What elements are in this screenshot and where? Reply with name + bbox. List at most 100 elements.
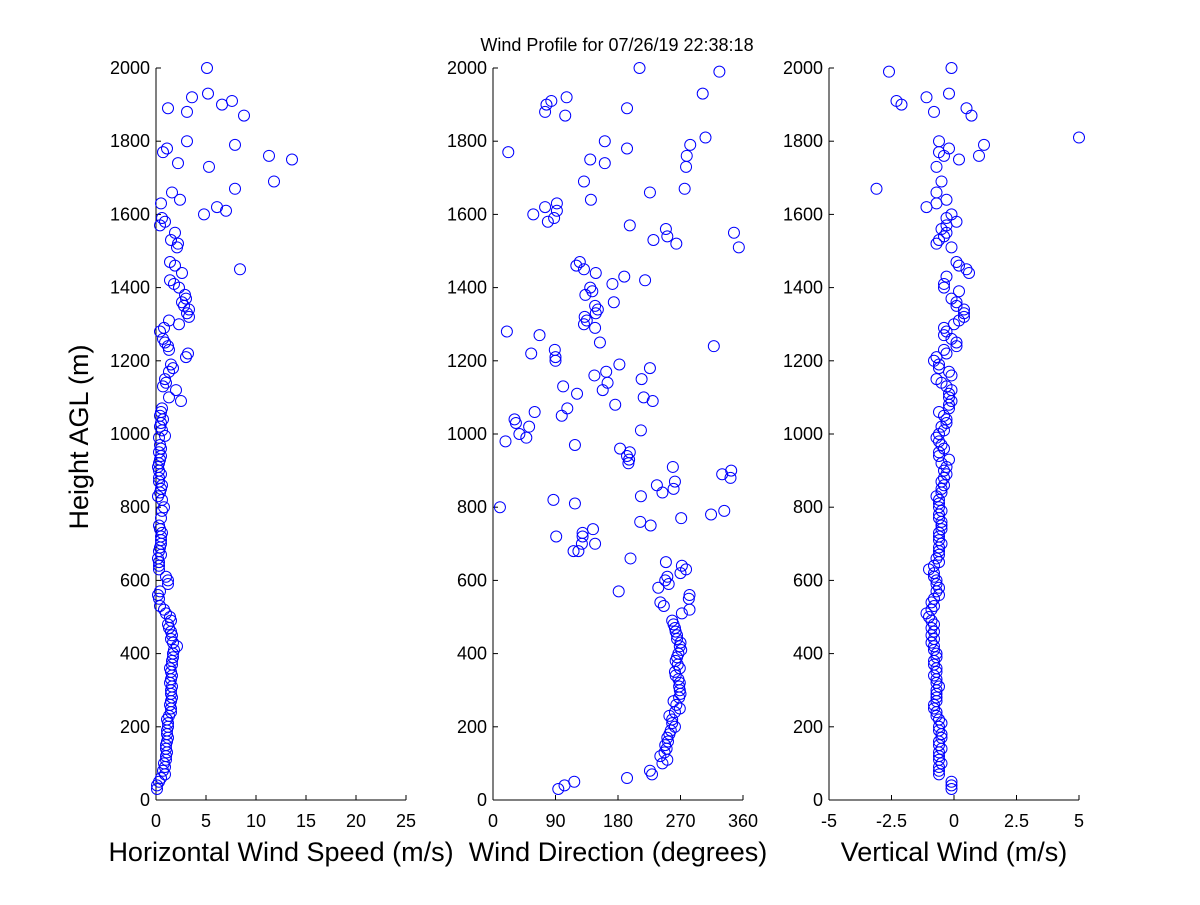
speed-data-point: [211, 201, 223, 214]
speed-data-point: [229, 182, 241, 195]
direction-data-point: [568, 497, 581, 510]
direction-data-point: [661, 230, 674, 243]
direction-data-point: [589, 537, 602, 550]
direction-data-point: [577, 318, 590, 331]
speed-x-tick-label: 5: [201, 811, 211, 831]
direction-data-point: [643, 764, 656, 777]
vertical-data-point: [933, 501, 945, 514]
vertical-y-tick-label: 1200: [783, 351, 823, 371]
vertical-data-point: [938, 230, 950, 243]
vertical-data-point: [930, 665, 943, 678]
vertical-data-point: [925, 596, 938, 609]
direction-y-tick-label: 1400: [447, 278, 487, 298]
direction-data-point: [541, 215, 554, 228]
speed-data-point: [168, 277, 180, 290]
direction-data-point: [718, 504, 731, 517]
direction-data-point: [652, 581, 665, 594]
speed-data-point: [286, 153, 298, 166]
vertical-y-tick-label: 200: [793, 717, 823, 737]
speed-y-tick-label: 800: [120, 497, 150, 517]
vertical-data-point: [943, 87, 955, 100]
direction-data-point: [621, 142, 634, 155]
vertical-data-point: [940, 468, 953, 481]
speed-data-point: [229, 138, 241, 151]
vertical-data-point: [933, 526, 945, 539]
speed-data-point: [155, 772, 167, 785]
speed-data-point: [159, 215, 171, 228]
direction-data-point: [567, 545, 580, 558]
vertical-y-tick-label: 0: [813, 790, 823, 810]
direction-data-point: [528, 406, 541, 419]
speed-data-point: [154, 438, 166, 451]
vertical-y-tick-label: 400: [793, 644, 823, 664]
direction-data-point: [724, 471, 737, 484]
direction-data-point: [598, 135, 611, 148]
speed-data-point: [234, 263, 246, 276]
vertical-data-point: [940, 417, 953, 430]
y-axis-title: Height AGL (m): [64, 344, 94, 529]
vertical-data-point: [938, 464, 950, 477]
direction-y-tick-label: 200: [457, 717, 487, 737]
direction-data-point: [669, 625, 682, 638]
speed-y-tick-label: 1600: [110, 204, 150, 224]
vertical-data-point: [945, 208, 958, 221]
direction-data-point: [578, 310, 591, 323]
direction-data-point: [571, 387, 584, 400]
speed-x-tick-label: 0: [151, 811, 161, 831]
direction-data-point: [584, 281, 597, 294]
direction-data-point: [576, 526, 589, 539]
direction-x-axis-title: Wind Direction (degrees): [469, 837, 768, 867]
direction-data-point: [666, 460, 679, 473]
vertical-data-point: [935, 504, 948, 517]
direction-y-tick-label: 0: [477, 790, 487, 810]
vertical-data-point: [935, 537, 948, 550]
direction-data-point: [593, 336, 606, 349]
vertical-data-point: [933, 497, 945, 510]
direction-data-point: [499, 435, 512, 448]
direction-data-point: [502, 146, 515, 159]
vertical-data-point: [935, 731, 948, 744]
vertical-x-axis-title: Vertical Wind (m/s): [841, 837, 1068, 867]
direction-data-point: [634, 515, 647, 528]
vertical-data-point: [933, 581, 945, 594]
direction-data-point: [670, 237, 683, 250]
vertical-data-point: [938, 471, 950, 484]
vertical-data-point: [928, 640, 940, 653]
speed-y-tick-label: 2000: [110, 58, 150, 78]
vertical-data-point: [933, 589, 945, 602]
direction-data-point: [696, 87, 709, 100]
direction-data-point: [572, 545, 585, 558]
speed-data-point: [153, 519, 165, 532]
speed-data-point: [179, 288, 191, 301]
direction-data-point: [705, 508, 718, 521]
direction-y-tick-label: 1600: [447, 204, 487, 224]
direction-data-point: [673, 680, 686, 693]
direction-data-point: [634, 490, 647, 503]
vertical-data-point: [870, 182, 883, 195]
vertical-data-point: [933, 680, 945, 693]
speed-y-tick-label: 1000: [110, 424, 150, 444]
speed-data-point: [156, 212, 168, 225]
vertical-data-point: [883, 65, 895, 78]
speed-data-point: [202, 87, 214, 100]
direction-data-point: [570, 259, 583, 272]
direction-y-tick-label: 600: [457, 570, 487, 590]
vertical-data-point: [935, 457, 948, 470]
direction-data-point: [523, 420, 536, 433]
chart-title: Wind Profile for 07/26/19 22:38:18: [480, 35, 753, 55]
direction-data-point: [549, 351, 562, 364]
speed-data-point: [203, 160, 215, 173]
vertical-data-point: [940, 325, 953, 338]
speed-data-point: [186, 91, 198, 104]
vertical-y-tick-label: 600: [793, 570, 823, 590]
direction-data-point: [659, 223, 672, 236]
direction-data-point: [533, 329, 546, 342]
direction-data-point: [584, 193, 597, 206]
speed-data-point: [238, 109, 250, 122]
speed-x-tick-label: 20: [346, 811, 366, 831]
direction-data-point: [624, 552, 637, 565]
direction-data-point: [682, 592, 695, 605]
vertical-data-point: [943, 142, 955, 155]
vertical-data-point: [953, 153, 965, 166]
direction-data-point: [609, 398, 622, 411]
